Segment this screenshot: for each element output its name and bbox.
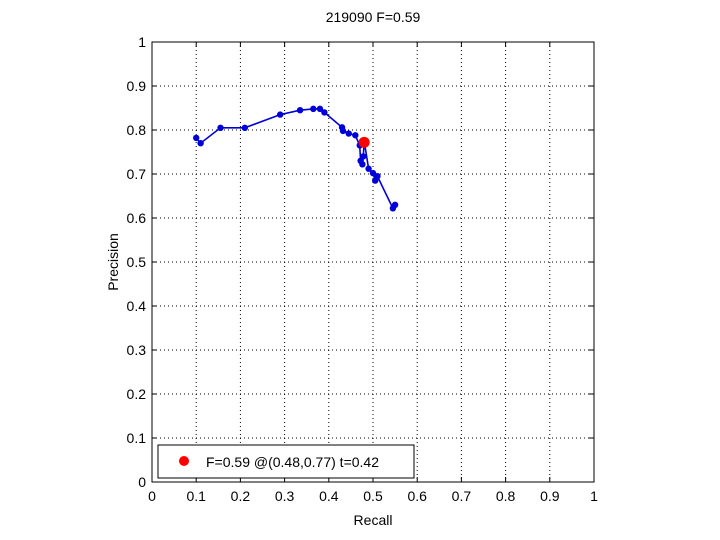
legend-box [157, 444, 415, 479]
y-tick-label: 0.9 [127, 78, 147, 94]
x-tick-label: 1 [590, 488, 598, 504]
data-point [310, 105, 317, 113]
y-tick-label: 0.3 [127, 342, 147, 358]
y-tick-label: 0.5 [127, 254, 147, 270]
y-tick-labels: 0 0.1 0.2 0.3 0.4 0.5 0.6 0.7 0.8 0.9 1 [127, 34, 147, 490]
data-point [276, 111, 284, 118]
x-tick-label: 0.1 [186, 488, 206, 504]
y-tick-label: 0.4 [127, 298, 147, 314]
x-tick-label: 0.3 [275, 488, 295, 504]
y-axis-label: Precision [105, 233, 121, 291]
x-tick-label: 0.2 [231, 488, 251, 504]
data-point [374, 173, 381, 180]
legend-label: F=0.59 @(0.48,0.77) t=0.42 [206, 454, 379, 470]
x-tick-label: 0.4 [319, 488, 339, 504]
x-axis-label: Recall [354, 512, 393, 528]
y-tick-label: 0.1 [127, 430, 147, 446]
data-point [365, 165, 372, 172]
data-point [316, 105, 324, 113]
data-point [296, 107, 304, 114]
x-tick-label: 0 [148, 488, 156, 504]
best-point-marker [358, 136, 370, 148]
data-point [339, 127, 347, 135]
y-tick-label: 0 [138, 474, 146, 490]
data-point [241, 124, 249, 131]
x-tick-label: 0.9 [540, 488, 560, 504]
y-tick-label: 0.7 [127, 166, 147, 182]
x-tick-label: 0.5 [363, 488, 383, 504]
legend: F=0.59 @(0.48,0.77) t=0.42 [157, 444, 415, 479]
y-tick-label: 0.6 [127, 210, 147, 226]
chart-title: 219090 F=0.59 [326, 9, 421, 25]
y-tick-label: 1 [138, 34, 146, 50]
data-point [352, 132, 359, 139]
x-tick-labels: 0 0.1 0.2 0.3 0.4 0.5 0.6 0.7 0.8 0.9 1 [148, 488, 598, 504]
data-point [197, 140, 204, 147]
data-point [217, 124, 224, 131]
ticks [151, 41, 595, 483]
data-point [345, 130, 352, 137]
series-layer [193, 105, 399, 212]
data-point [359, 161, 366, 168]
data-point [391, 201, 399, 208]
data-point [193, 134, 200, 142]
x-tick-label: 0.7 [452, 488, 472, 504]
data-point [321, 109, 328, 116]
x-tick-label: 0.6 [407, 488, 427, 504]
x-tick-label: 0.8 [496, 488, 516, 504]
y-tick-label: 0.8 [127, 122, 147, 138]
y-tick-label: 0.2 [127, 386, 147, 402]
legend-marker-best [179, 456, 189, 466]
data-point [360, 153, 367, 160]
